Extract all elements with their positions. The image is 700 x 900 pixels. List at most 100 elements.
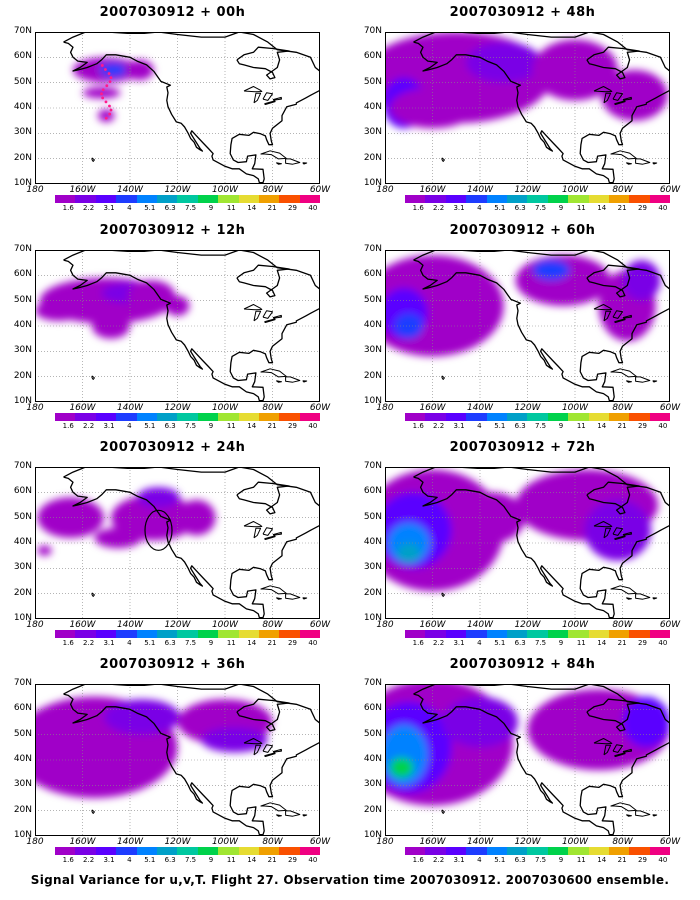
variance-region (165, 295, 190, 316)
longitude-tick-label: 100W (561, 185, 589, 195)
variance-map (35, 684, 320, 836)
variance-region (137, 487, 180, 508)
coastline-island (612, 744, 623, 753)
map-border (385, 467, 670, 619)
latitude-tick-label: 30N (363, 127, 382, 138)
coastline-island (652, 380, 658, 383)
colorbar-tick-label: 5.1 (494, 639, 506, 647)
latitude-tick-label: 50N (13, 511, 32, 522)
latitude-tick-label: 10N (13, 613, 32, 623)
verification-circle (144, 509, 173, 551)
colorbar-tick-label: 1.6 (62, 639, 74, 647)
colorbar-swatch (629, 195, 650, 203)
coastline-island (612, 310, 623, 319)
colorbar-tick-label: 40 (658, 639, 668, 647)
longitude-tick-label: 60W (659, 620, 681, 630)
colorbar-swatch (116, 630, 137, 638)
colorbar-tick-label: 3.1 (453, 422, 465, 430)
colorbar-swatch (527, 630, 548, 638)
colorbar-tick-label: 4 (127, 856, 132, 864)
panel-title: 2007030912 + 60h (449, 223, 596, 238)
colorbar-swatch (568, 630, 589, 638)
latitude-tick-label: 40N (13, 754, 32, 764)
colorbar-swatch (238, 413, 259, 421)
colorbar-tick-label: 40 (308, 204, 318, 212)
longitude-tick-label: 60W (309, 185, 331, 195)
coastline-island (253, 744, 262, 756)
colorbar-swatch (425, 847, 446, 855)
colorbar-swatch (629, 413, 650, 421)
colorbar-tick-label: 4 (477, 204, 482, 212)
colorbar-swatch (177, 413, 198, 421)
longitude-tick-label: 180 (26, 620, 44, 630)
colorbar-tick-label: 14 (247, 422, 257, 430)
longitude-tick-label: 100W (561, 620, 589, 630)
colorbar-swatch (95, 630, 117, 638)
coastline-hawaii (441, 157, 445, 162)
map-area (35, 32, 320, 184)
colorbar-tick-label: 3.1 (103, 422, 115, 430)
variance-map (35, 32, 320, 184)
colorbar-tick-label: 21 (617, 204, 627, 212)
variance-region (458, 492, 526, 543)
coastline-island (264, 752, 276, 757)
colorbar-swatch (445, 413, 467, 421)
coastline-island (302, 162, 308, 165)
colorbar-swatch (197, 630, 219, 638)
colorbar-tick-label: 21 (267, 856, 277, 864)
coastline-island (593, 521, 613, 528)
colorbar-tick-label: 5.1 (144, 204, 156, 212)
longitude-tick-label: 60W (309, 837, 331, 847)
colorbar-swatch (568, 847, 589, 855)
colorbar-swatch (156, 847, 178, 855)
colorbar-tick-label: 6.3 (514, 639, 526, 647)
colorbar-swatch (506, 195, 528, 203)
colorbar-swatch (608, 847, 630, 855)
colorbar-tick-label: 11 (226, 856, 236, 864)
coastline-island (276, 814, 282, 817)
colorbar-swatch (218, 195, 239, 203)
colorbar-swatch (177, 630, 198, 638)
coastline-island (626, 814, 632, 817)
colorbar-swatch (588, 630, 609, 638)
latitude-tick-label: 40N (363, 102, 382, 112)
coastline-island (272, 314, 282, 319)
latitude-tick-label: 20N (13, 370, 32, 381)
colorbar-tick-label: 29 (288, 639, 297, 647)
coastline-island (593, 738, 613, 745)
colorbar-tick-label: 14 (597, 422, 607, 430)
colorbar-tick-label: 1.6 (62, 856, 74, 864)
latitude-tick-label: 30N (363, 562, 382, 573)
map-panel-24h: 2007030912 + 24h 70N 60N 50N 40N 30N 20N 10N 180… (0, 440, 345, 655)
coastline-island (285, 810, 301, 817)
flight-track-point (104, 100, 108, 104)
coastline-island (262, 310, 273, 319)
coastline-island (253, 527, 262, 539)
colorbar-tick-label: 9 (558, 422, 564, 430)
latitude-tick-label: 60N (13, 486, 32, 497)
colorbar-tick-label: 11 (576, 639, 586, 647)
colorbar (55, 847, 321, 855)
coastline-hawaii (91, 809, 95, 814)
coastline-island (610, 585, 637, 595)
panel-title: 2007030912 + 48h (449, 5, 596, 20)
coastline-island (262, 92, 273, 101)
latitude-tick-label: 40N (13, 102, 32, 112)
coastline (63, 250, 320, 402)
map-border (385, 32, 670, 184)
colorbar-tick-label: 40 (658, 204, 668, 212)
coastline-island (285, 593, 301, 600)
coastline-island (626, 162, 632, 165)
longitude-tick-label: 120W (164, 403, 191, 413)
latitude-tick-label: 50N (13, 76, 32, 87)
longitude-tick-label: 180 (376, 403, 394, 413)
panel-title: 2007030912 + 12h (99, 223, 246, 238)
colorbar-labels: 1.6 2.2 3.1 4 5.1 6.3 7.5 9 11 14 21 29 40 (405, 422, 670, 432)
flight-track-point (104, 116, 108, 120)
longitude-tick-label: 80W (612, 837, 633, 847)
colorbar-tick-label: 40 (308, 422, 318, 430)
colorbar-tick-label: 21 (617, 639, 627, 647)
latitude-tick-label: 10N (363, 830, 382, 840)
map-area (385, 467, 670, 619)
latitude-tick-label: 50N (13, 728, 32, 739)
